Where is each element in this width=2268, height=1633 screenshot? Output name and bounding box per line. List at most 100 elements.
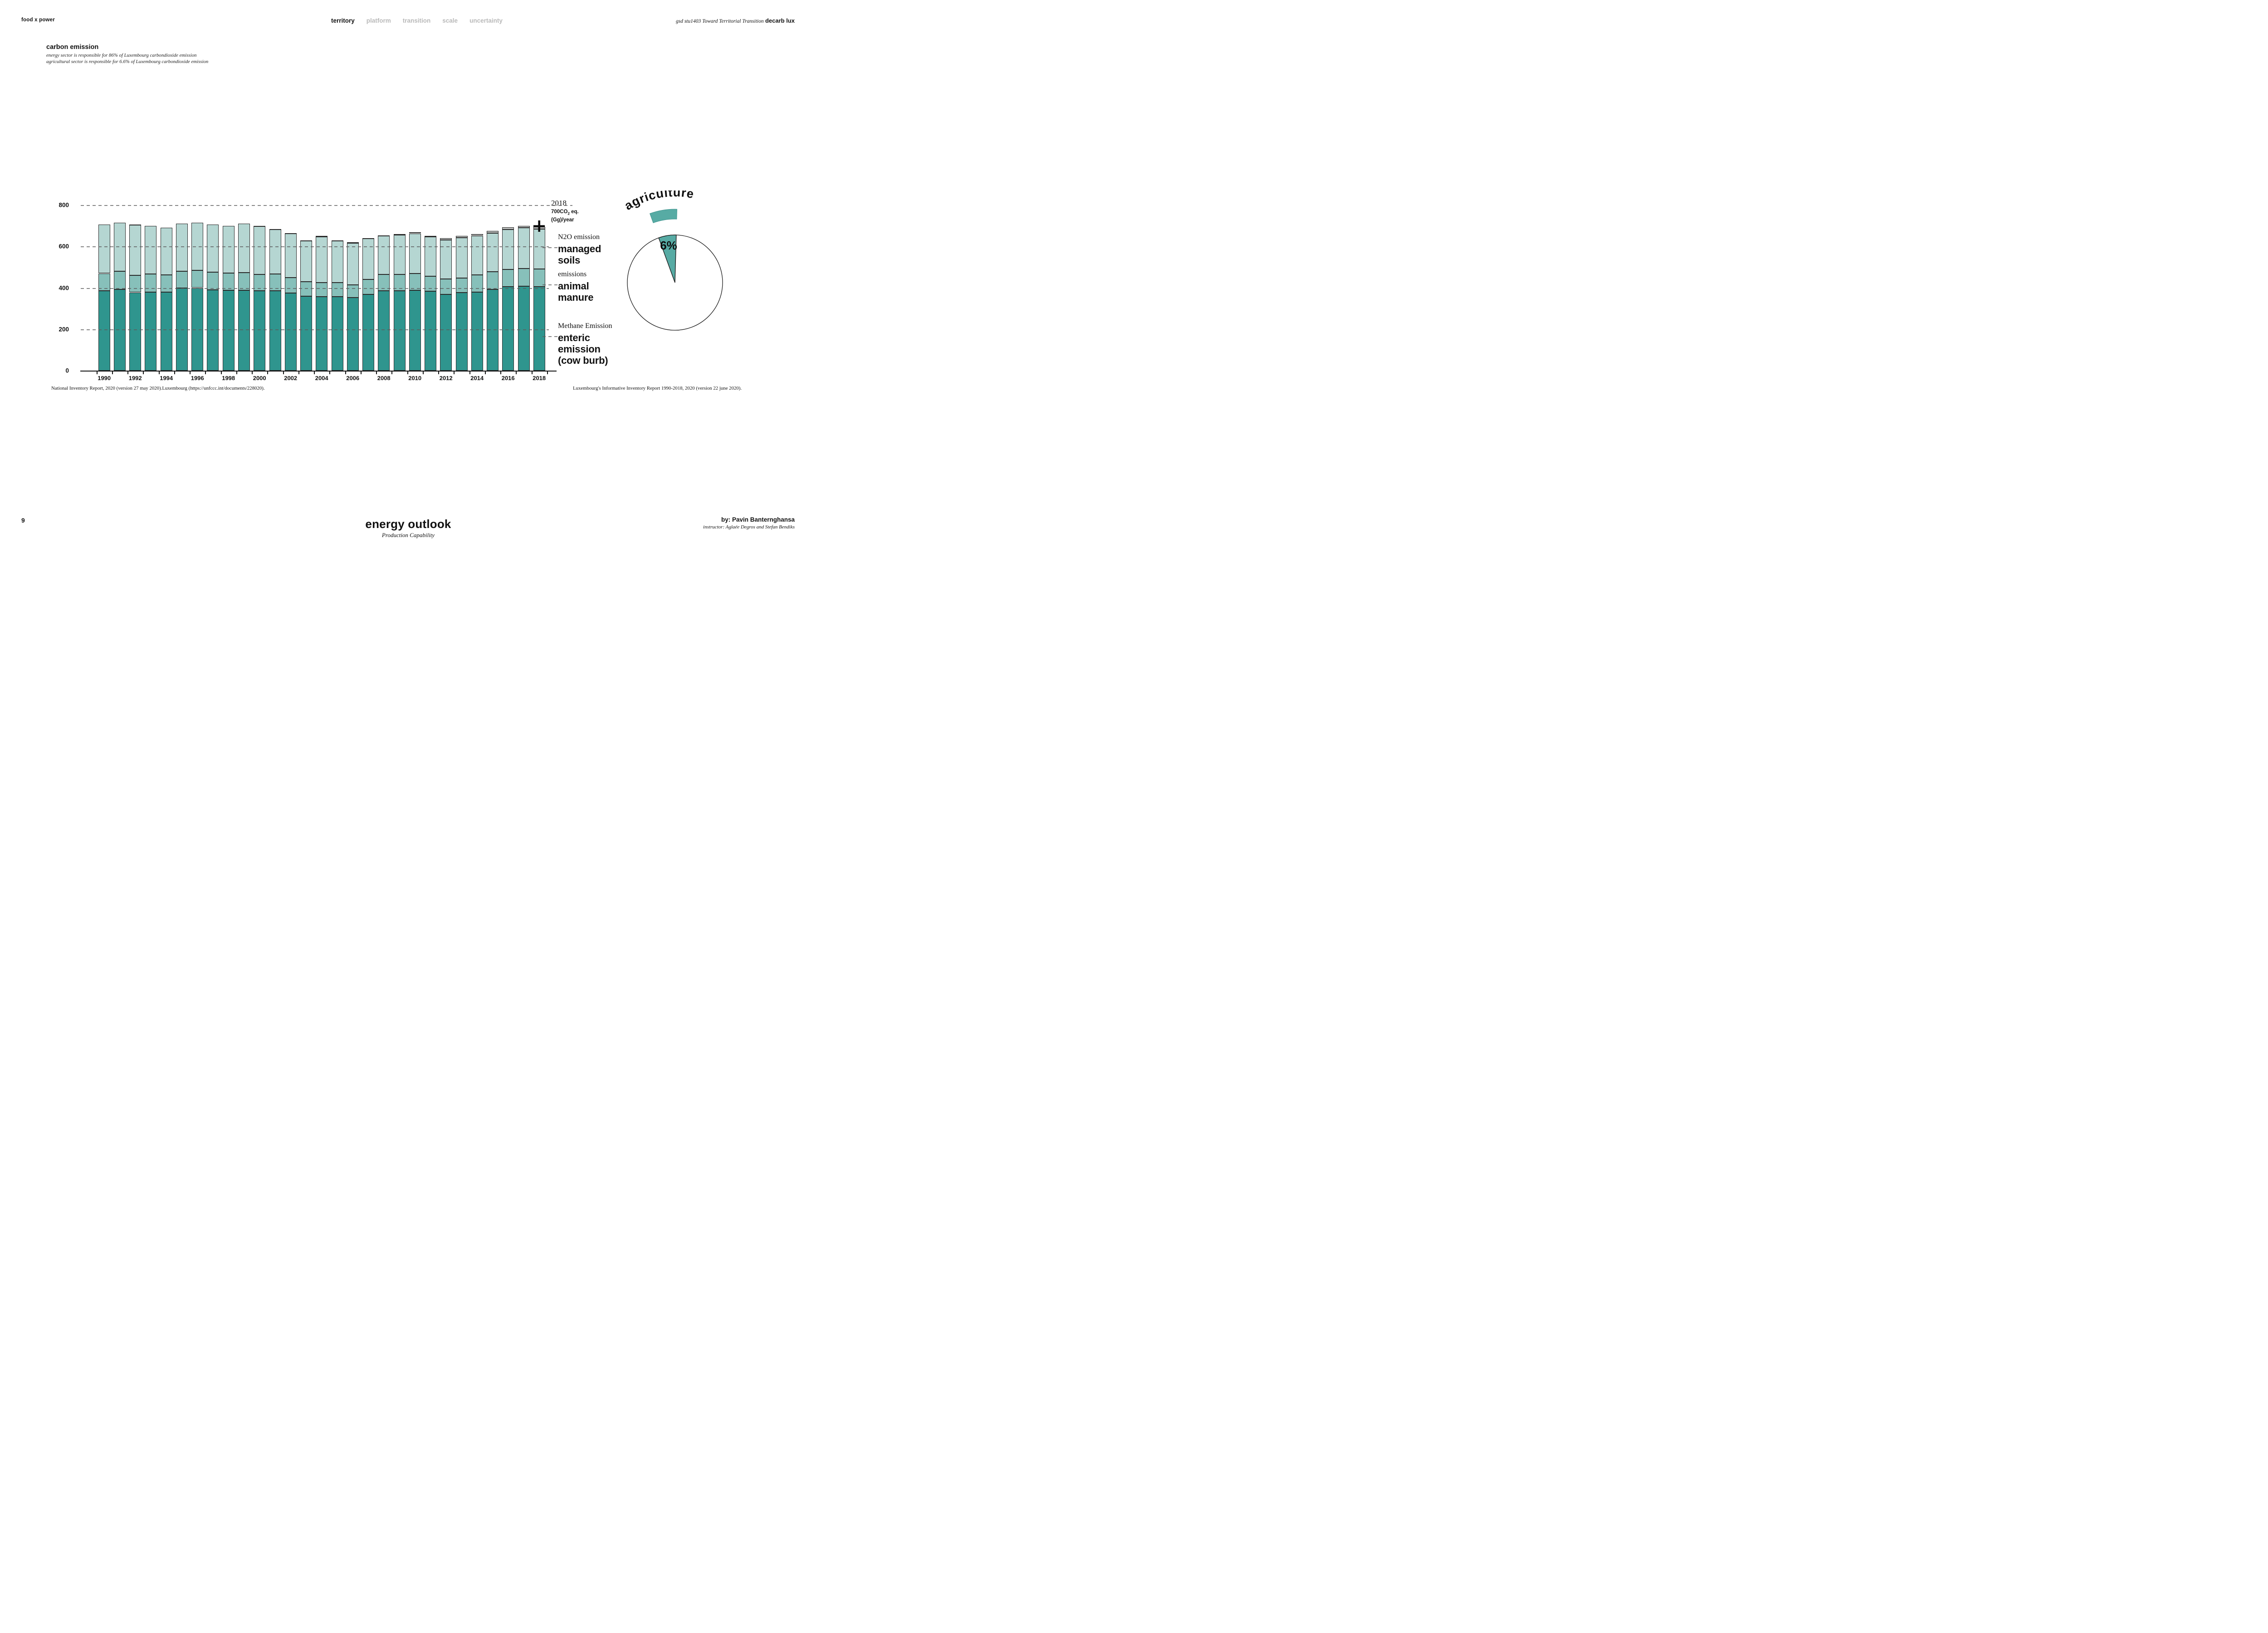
- bar-1999-animal-manure: [238, 273, 250, 290]
- annotation-gas-0: N2O emission: [558, 233, 600, 241]
- x-tick: [252, 371, 253, 374]
- bar-2009-other: [393, 234, 406, 235]
- nav-item-uncertainty[interactable]: uncertainty: [469, 17, 503, 24]
- bar-2015-animal-manure: [487, 271, 499, 289]
- bar-2004-enteric-emission-cow-burb-: [316, 297, 328, 371]
- bar-1996-enteric-emission-cow-burb-: [191, 288, 204, 371]
- bar-2007-animal-manure: [362, 279, 374, 295]
- bar-2011-animal-manure: [425, 276, 436, 292]
- nav-item-transition[interactable]: transition: [402, 17, 431, 24]
- x-tick: [158, 371, 160, 374]
- x-tick-label-2010: 2010: [408, 375, 422, 381]
- gridline-400: [81, 288, 549, 289]
- bar-2014-animal-manure: [471, 274, 483, 292]
- bar-1997-managed-soils: [207, 225, 219, 273]
- nav-item-territory[interactable]: territory: [331, 17, 355, 24]
- bar-1995-animal-manure: [176, 271, 188, 288]
- pie-chart-agriculture: agriculture 6%: [622, 191, 723, 331]
- chart-axes: 0 200 400 600 800 1990 1992 1994 1996 1998 2000 200…: [0, 0, 816, 544]
- bar-2013-enteric-emission-cow-burb-: [455, 293, 468, 371]
- y-tick-label-400: 400: [59, 284, 69, 291]
- bar-2003-enteric-emission-cow-burb-: [300, 296, 312, 371]
- y-tick-label-600: 600: [59, 243, 69, 250]
- bar-1994-enteric-emission-cow-burb-: [160, 292, 172, 371]
- source-right: Luxembourg's Informative Inventory Repor…: [573, 386, 742, 391]
- bar-1990-enteric-emission-cow-burb-: [98, 291, 110, 371]
- footer-subtitle: Production Capability: [381, 532, 435, 538]
- y-tick-label-200: 200: [59, 326, 69, 333]
- x-tick: [220, 371, 222, 374]
- bar-2005-other: [331, 240, 343, 241]
- bar-1997-animal-manure: [207, 272, 219, 290]
- x-tick-label-2000: 2000: [253, 375, 266, 381]
- bar-2009-animal-manure: [393, 274, 406, 291]
- bar-1992-enteric-emission-cow-burb-: [129, 292, 142, 371]
- annotation-year: 2018: [551, 199, 567, 207]
- bar-2012-enteric-emission-cow-burb-: [440, 294, 452, 371]
- annotation-source-0: managed soils: [558, 243, 601, 266]
- x-tick: [314, 371, 315, 374]
- bar-2002-managed-soils: [284, 234, 297, 278]
- y-tick-label-0: 0: [65, 367, 69, 374]
- bar-2013-other: [455, 236, 468, 238]
- x-tick: [469, 371, 470, 374]
- bar-2017-enteric-emission-cow-burb-: [518, 286, 530, 371]
- bar-2012-other: [440, 238, 452, 240]
- bar-2018-enteric-emission-cow-burb-: [533, 287, 545, 371]
- pie-slice-callout-band: [650, 209, 677, 223]
- bar-2004-other: [316, 236, 328, 237]
- bar-2011-managed-soils: [425, 236, 436, 277]
- bar-2017-other: [518, 225, 530, 228]
- bar-2016-other: [502, 227, 514, 230]
- bar-1990-animal-manure: [98, 273, 110, 291]
- credit-author: by: Pavin Banternghansa: [721, 516, 795, 523]
- pie-title-agriculture: agriculture: [622, 191, 695, 213]
- x-tick: [407, 371, 408, 374]
- x-tick: [283, 371, 284, 374]
- bar-1993-animal-manure: [145, 274, 157, 292]
- bar-2003-animal-manure: [300, 281, 312, 296]
- stacked-bar-chart: [0, 0, 816, 544]
- brand-logo: food x power: [21, 17, 55, 23]
- bar-2002-enteric-emission-cow-burb-: [284, 293, 297, 371]
- annotation-gas-1: emissions: [558, 270, 587, 278]
- x-tick-label-2014: 2014: [470, 375, 484, 381]
- bar-2005-enteric-emission-cow-burb-: [331, 297, 343, 371]
- bar-1992-animal-manure: [129, 275, 142, 293]
- bar-1998-animal-manure: [222, 273, 235, 291]
- bar-1999-managed-soils: [238, 224, 250, 273]
- plus-cursor-icon[interactable]: [533, 220, 545, 232]
- section-title: carbon emission: [46, 44, 99, 51]
- x-tick: [454, 371, 455, 374]
- x-tick: [143, 371, 144, 374]
- bar-1991-managed-soils: [113, 222, 126, 271]
- bar-2001-other: [269, 229, 281, 230]
- annotation-leader-dash: [543, 284, 558, 285]
- chart-annotations: 2018 700CO2 eq. (Gg)/year N2O emission manag…: [0, 0, 816, 544]
- bar-2004-managed-soils: [316, 236, 328, 283]
- annotation-source-2: enteric emission (cow burb): [558, 332, 608, 366]
- x-tick-label-1990: 1990: [98, 375, 111, 381]
- x-tick-label-2012: 2012: [439, 375, 453, 381]
- x-tick-label-2006: 2006: [346, 375, 360, 381]
- bar-2017-animal-manure: [518, 269, 530, 286]
- footer-title: energy outlook: [365, 517, 451, 531]
- annotation-leader-dash: [543, 247, 558, 248]
- gridline-600: [81, 246, 549, 248]
- annotation-unit: 700CO2 eq. (Gg)/year: [551, 209, 579, 223]
- bar-1992-managed-soils: [129, 225, 142, 276]
- nav-item-platform[interactable]: platform: [366, 17, 391, 24]
- x-tick: [500, 371, 502, 374]
- x-tick-label-1992: 1992: [128, 375, 142, 381]
- bar-2010-managed-soils: [409, 233, 421, 274]
- bar-2000-animal-manure: [254, 274, 266, 291]
- x-tick: [329, 371, 331, 374]
- bar-2006-other: [347, 242, 359, 244]
- x-tick: [438, 371, 440, 374]
- x-tick: [531, 371, 533, 374]
- bar-1995-enteric-emission-cow-burb-: [176, 288, 188, 371]
- bar-1996-animal-manure: [191, 270, 204, 288]
- x-axis-line: [80, 371, 557, 372]
- nav-item-scale[interactable]: scale: [442, 17, 458, 24]
- bar-2000-enteric-emission-cow-burb-: [254, 291, 266, 371]
